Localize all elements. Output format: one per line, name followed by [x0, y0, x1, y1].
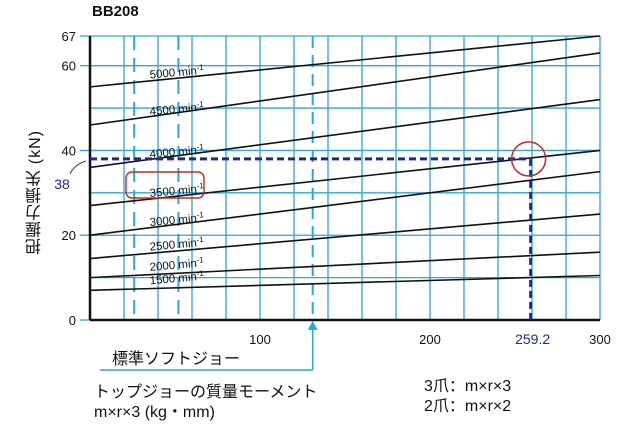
series-label: 5000 min-1: [149, 63, 205, 82]
series-line: [89, 274, 601, 292]
formula-2-jaw: 2爪：m×r×2: [424, 398, 512, 415]
x-axis-label-line2: m×r×3 (kg・mm): [94, 404, 215, 421]
y-tick-label: 20: [62, 228, 76, 243]
series-label: 2500 min-1: [149, 235, 205, 254]
series-label: 3000 min-1: [149, 210, 205, 229]
y-axis-label: 把握力損失 (kN): [27, 130, 44, 255]
x-tick-label: 200: [419, 332, 441, 347]
series-line: [89, 98, 601, 169]
y-tick-label: 0: [69, 313, 76, 328]
readout-x-label: 259.2: [515, 331, 550, 347]
series-line: [89, 35, 601, 88]
annotations: 38 259.2: [54, 141, 550, 371]
series-label: 1500 min-1: [149, 269, 205, 288]
series-line: [89, 170, 601, 237]
standard-jaw-label: 標準ソフトジョー: [112, 351, 241, 368]
x-tick-label: 300: [589, 332, 611, 347]
readout-y-label: 38: [54, 176, 70, 192]
series-label: 2000 min-1: [149, 255, 205, 274]
intersection-highlight-circle: [510, 141, 547, 177]
chart-title: BB208: [92, 3, 139, 20]
series-highlight-box: [125, 171, 205, 199]
dash-guides: [133, 36, 314, 320]
series-line: [89, 52, 601, 126]
series-label: 3500 min-1: [149, 181, 205, 200]
series-label: 4000 min-1: [149, 142, 205, 161]
readout-y-pointer: [69, 160, 87, 175]
x-axis-label-line1: トップジョーの質量モーメント: [94, 384, 318, 401]
series-line: [89, 213, 601, 260]
standard-jaw-arrow-head: [307, 321, 318, 330]
y-tick-label: 60: [62, 59, 76, 74]
formula-3-jaw: 3爪：m×r×3: [424, 378, 512, 395]
series-label: 4500 min-1: [149, 99, 205, 118]
tick-labels: 100 200 300 0 20 40 60 67: [62, 29, 611, 347]
series-line: [89, 251, 601, 279]
y-tick-label: 40: [62, 143, 76, 158]
y-tick-label: 67: [62, 29, 76, 44]
x-tick-label: 100: [249, 332, 271, 347]
